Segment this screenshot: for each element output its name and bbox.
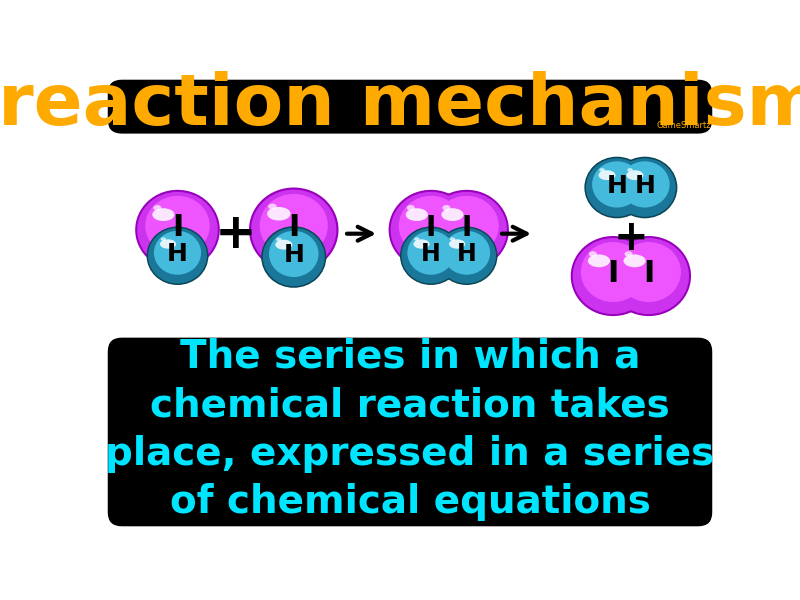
Text: I: I — [462, 214, 472, 242]
Ellipse shape — [625, 251, 633, 257]
Text: I: I — [643, 259, 654, 288]
Text: I: I — [426, 214, 436, 242]
Ellipse shape — [260, 194, 328, 257]
Ellipse shape — [573, 238, 654, 314]
Ellipse shape — [406, 208, 428, 221]
Ellipse shape — [389, 190, 474, 270]
Ellipse shape — [581, 242, 646, 302]
Ellipse shape — [406, 205, 415, 211]
Ellipse shape — [261, 226, 326, 288]
Text: H: H — [457, 242, 477, 266]
Ellipse shape — [276, 238, 282, 241]
Ellipse shape — [146, 226, 209, 285]
Ellipse shape — [402, 228, 460, 284]
Ellipse shape — [434, 196, 499, 256]
Ellipse shape — [262, 228, 325, 286]
Ellipse shape — [449, 239, 466, 248]
Text: I: I — [172, 213, 183, 242]
Text: +: + — [614, 217, 648, 259]
Text: H: H — [606, 174, 627, 198]
Ellipse shape — [152, 208, 174, 221]
Ellipse shape — [436, 226, 498, 285]
Text: H: H — [421, 242, 441, 266]
Ellipse shape — [267, 207, 290, 221]
Ellipse shape — [138, 192, 218, 268]
Ellipse shape — [606, 236, 691, 316]
Ellipse shape — [588, 254, 610, 267]
Ellipse shape — [269, 231, 318, 277]
Ellipse shape — [146, 196, 210, 256]
Ellipse shape — [135, 190, 220, 270]
Text: reaction mechanism: reaction mechanism — [0, 71, 800, 140]
Ellipse shape — [570, 236, 655, 316]
Ellipse shape — [584, 157, 650, 218]
Ellipse shape — [407, 231, 454, 275]
Ellipse shape — [450, 237, 455, 241]
Ellipse shape — [589, 251, 597, 257]
Ellipse shape — [275, 240, 292, 250]
Ellipse shape — [251, 190, 336, 270]
Ellipse shape — [154, 231, 201, 275]
Ellipse shape — [442, 208, 463, 221]
Text: +: + — [214, 209, 257, 258]
Ellipse shape — [598, 170, 615, 180]
Ellipse shape — [268, 203, 277, 209]
Ellipse shape — [592, 161, 642, 208]
Ellipse shape — [249, 187, 338, 272]
Ellipse shape — [626, 170, 643, 180]
Ellipse shape — [617, 242, 681, 302]
Text: H: H — [167, 242, 188, 266]
Ellipse shape — [614, 158, 676, 217]
Text: GameSmartz: GameSmartz — [656, 121, 710, 130]
Ellipse shape — [620, 161, 670, 208]
Text: H: H — [283, 244, 304, 268]
Ellipse shape — [627, 168, 633, 172]
Ellipse shape — [161, 237, 166, 241]
Ellipse shape — [390, 192, 471, 268]
Ellipse shape — [154, 205, 162, 211]
Ellipse shape — [612, 157, 678, 218]
Ellipse shape — [609, 238, 689, 314]
Text: I: I — [288, 213, 299, 242]
Ellipse shape — [424, 190, 509, 270]
Ellipse shape — [398, 196, 463, 256]
FancyBboxPatch shape — [108, 80, 712, 134]
Ellipse shape — [586, 158, 648, 217]
Text: I: I — [607, 259, 618, 288]
Ellipse shape — [160, 239, 176, 248]
Ellipse shape — [400, 226, 462, 285]
Ellipse shape — [442, 205, 450, 211]
Text: H: H — [634, 174, 655, 198]
Ellipse shape — [148, 228, 207, 284]
Ellipse shape — [599, 168, 605, 172]
Ellipse shape — [414, 239, 430, 248]
Ellipse shape — [426, 192, 507, 268]
Ellipse shape — [437, 228, 496, 284]
Ellipse shape — [443, 231, 490, 275]
Ellipse shape — [623, 254, 646, 267]
Text: The series in which a
chemical reaction takes
place, expressed in a series
of ch: The series in which a chemical reaction … — [106, 338, 714, 521]
Ellipse shape — [414, 237, 419, 241]
FancyBboxPatch shape — [108, 338, 712, 526]
